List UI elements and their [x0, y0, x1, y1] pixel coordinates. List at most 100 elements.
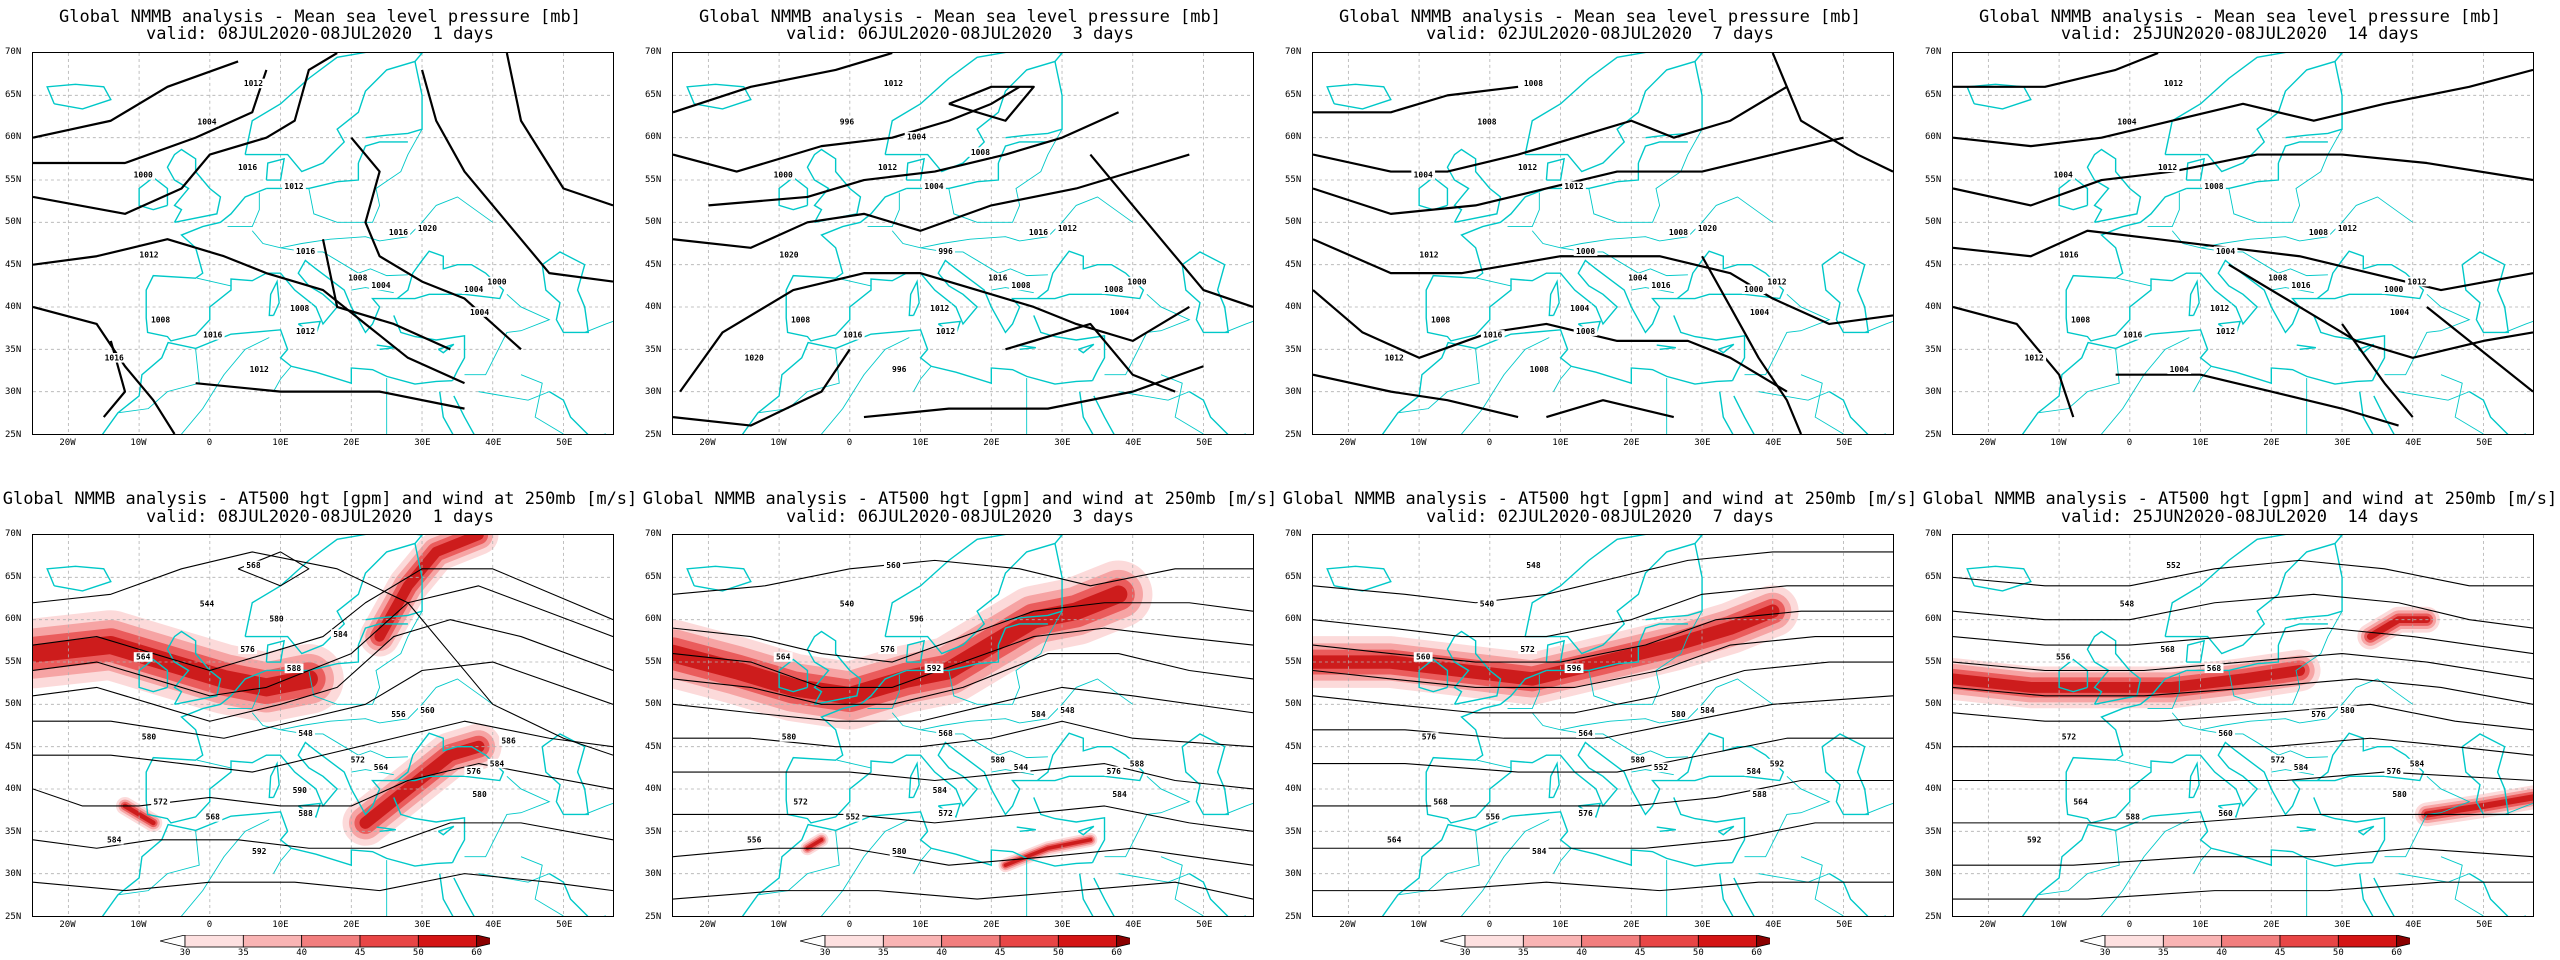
longitude-tick-label: 20E	[983, 438, 1000, 448]
contour-label: 584	[2294, 763, 2309, 772]
contour-label: 1012	[1564, 182, 1583, 191]
coastline	[785, 669, 1145, 824]
country-border	[1864, 320, 1893, 333]
coastline	[2359, 391, 2374, 434]
geopotential-contour	[1953, 678, 2533, 705]
contour-label: 576	[1422, 733, 1437, 742]
latitude-tick-label: 25N	[1285, 430, 1302, 440]
contour-label: 572	[153, 797, 168, 806]
coastline	[1381, 329, 1733, 434]
contour-label: 584	[1532, 847, 1547, 856]
country-border	[2271, 769, 2314, 776]
latitude-tick-label: 25N	[5, 430, 22, 440]
longitude-tick-label: 50E	[1196, 920, 1213, 930]
contour-label: 1016	[203, 331, 222, 340]
country-border	[991, 287, 1034, 294]
colorbar-tick-label: 50	[1052, 948, 1064, 958]
longitude-tick-label: 40E	[1765, 438, 1782, 448]
contour-label: 580	[1671, 710, 1686, 719]
geopotential-contour	[33, 585, 613, 697]
contour-label: 1004	[1110, 308, 1129, 317]
longitude-tick-label: 20W	[1339, 438, 1356, 448]
coastline	[1188, 391, 1246, 434]
latitude-tick-label: 65N	[5, 89, 22, 100]
colorbar-tick-label: 30	[179, 948, 191, 958]
latitude-tick-label: 60N	[1925, 132, 1942, 143]
contour-label: 1012	[296, 327, 315, 336]
panel-title: Global NMMB analysis - Mean sea level pr…	[1979, 7, 2501, 27]
contour-label: 544	[1014, 763, 1029, 772]
coastline	[905, 639, 926, 663]
geopotential-contour	[33, 763, 613, 807]
z500-panel: Global NMMB analysis - AT500 hgt [gpm] a…	[640, 480, 1280, 960]
coastline	[1033, 315, 1106, 381]
latitude-tick-label: 55N	[645, 656, 662, 667]
isobar	[1313, 373, 1519, 419]
contour-label: 584	[1747, 767, 1762, 776]
longitude-tick-label: 50E	[556, 920, 573, 930]
country-border	[2228, 128, 2343, 223]
contour-label: 1016	[296, 247, 315, 256]
z500-panel: Global NMMB analysis - AT500 hgt [gpm] a…	[1280, 480, 1920, 960]
coastline	[244, 53, 423, 173]
coastline	[2185, 639, 2206, 663]
contour-label: 560	[1416, 653, 1431, 662]
latitude-tick-label: 30N	[1285, 869, 1302, 880]
contour-label: 1016	[1651, 281, 1670, 290]
coastline	[2277, 623, 2328, 646]
longitude-tick-label: 20E	[983, 920, 1000, 930]
latitude-tick-label: 55N	[1925, 656, 1942, 667]
country-border	[1507, 674, 1540, 710]
contour-label: 568	[938, 729, 953, 738]
contour-label: 1008	[1524, 79, 1543, 88]
contour-label: 580	[2340, 706, 2355, 715]
contour-label: 1000	[1127, 277, 1146, 286]
contour-label: 1020	[1698, 224, 1717, 233]
contour-label: 586	[501, 737, 516, 746]
geopotential-contour	[673, 627, 1253, 688]
isobar	[673, 53, 893, 114]
longitude-tick-label: 10E	[912, 920, 929, 930]
latitude-tick-label: 60N	[5, 132, 22, 143]
latitude-tick-label: 40N	[1285, 302, 1302, 313]
contour-label: 1008	[2071, 315, 2090, 324]
contour-label: 596	[909, 615, 924, 624]
isobar	[1546, 399, 1675, 419]
geopotential-contour	[33, 661, 613, 739]
jet-speed-shading	[359, 740, 485, 829]
coastline	[1546, 645, 1640, 672]
coastline	[2086, 630, 2142, 705]
geopotential-contour	[673, 881, 1253, 900]
geopotential-contour	[673, 602, 1253, 663]
panel-title: Global NMMB analysis - AT500 hgt [gpm] a…	[1282, 489, 1918, 509]
latitude-tick-label: 50N	[1925, 217, 1942, 228]
contour-label: 576	[240, 645, 255, 654]
country-border	[1507, 192, 1540, 228]
latitude-tick-label: 25N	[645, 430, 662, 440]
longitude-tick-label: 20W	[59, 438, 76, 448]
coastline	[437, 825, 455, 836]
country-border	[1477, 759, 1512, 769]
coastline	[1079, 391, 1094, 434]
contour-label: 588	[287, 664, 302, 673]
longitude-tick-label: 10W	[1410, 438, 1427, 448]
contour-label: 1004	[2054, 171, 2073, 180]
latitude-tick-label: 25N	[1925, 430, 1942, 440]
contour-label: 584	[933, 786, 948, 795]
longitude-tick-label: 50E	[2476, 920, 2493, 930]
z500-panel: Global NMMB analysis - AT500 hgt [gpm] a…	[1920, 480, 2560, 960]
country-border	[273, 847, 292, 874]
latitude-tick-label: 50N	[1285, 699, 1302, 710]
country-border	[2100, 337, 2190, 434]
latitude-tick-label: 30N	[1285, 387, 1302, 398]
contour-label: 1016	[238, 163, 257, 172]
coastline	[2185, 157, 2206, 181]
latitude-tick-label: 40N	[5, 784, 22, 795]
latitude-tick-label: 60N	[1285, 132, 1302, 143]
country-border	[913, 847, 932, 874]
latitude-tick-label: 30N	[645, 387, 662, 398]
isobar	[1313, 85, 1519, 114]
map-canvas: 540 560 564 568 572 576 580 584 548 544 552 556 572 5…	[673, 535, 1253, 916]
country-border	[1553, 847, 1572, 874]
wind-speed-colorbar: 30 35 40 45 50 60	[799, 934, 1142, 958]
